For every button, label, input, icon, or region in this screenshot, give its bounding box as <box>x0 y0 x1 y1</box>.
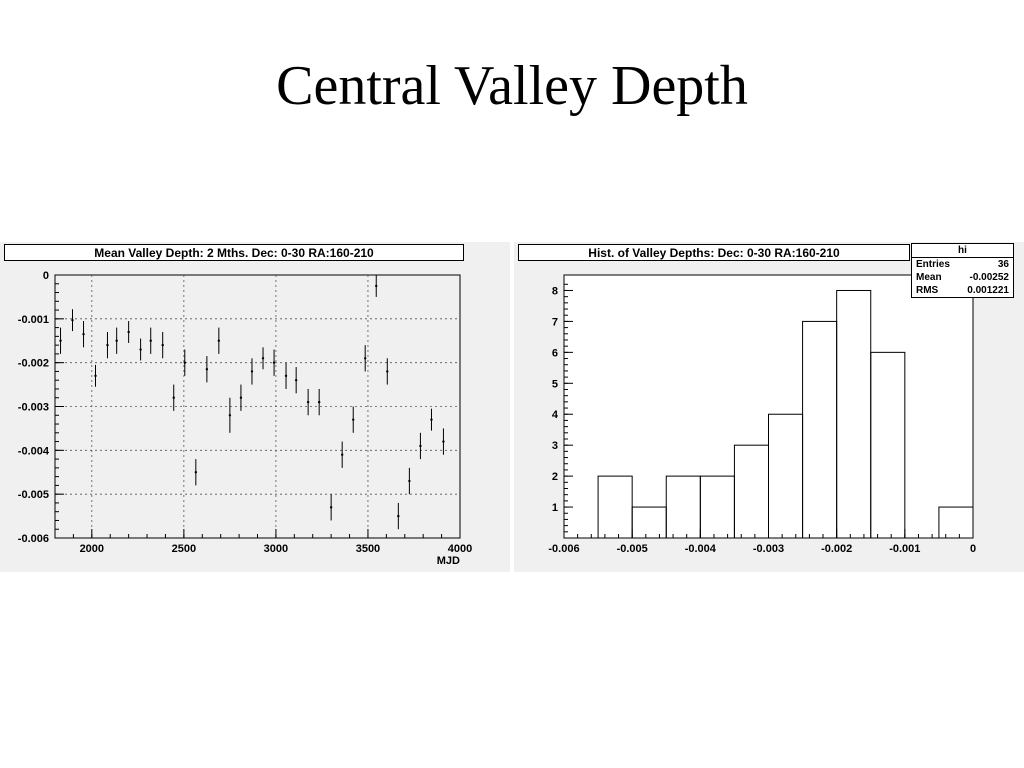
y-tick-label: -0.004 <box>18 445 50 457</box>
data-point <box>139 348 142 351</box>
histogram-title: Hist. of Valley Depths: Dec: 0-30 RA:160… <box>518 244 910 261</box>
x-tick-label: 2500 <box>172 543 196 555</box>
x-tick-label: -0.004 <box>685 543 717 555</box>
data-point <box>161 343 164 347</box>
data-point <box>239 396 243 399</box>
data-point <box>149 339 152 342</box>
x-tick-label: 0 <box>970 543 976 555</box>
y-tick-label: -0.003 <box>18 402 49 414</box>
slide-title: Central Valley Depth <box>276 55 748 117</box>
x-tick-label: -0.006 <box>548 543 579 555</box>
data-point <box>106 343 109 347</box>
data-point <box>375 284 378 288</box>
data-point <box>205 368 209 371</box>
x-tick-label: -0.002 <box>821 543 852 555</box>
stats-mean-row: Mean -0.00252 <box>912 271 1013 284</box>
stats-rms-value: 0.001221 <box>967 285 1009 296</box>
histogram-svg: -0.006 -0.005 -0.004 -0.003 -0.002 -0.001 0 1 2 3… <box>548 274 976 555</box>
stats-mean-value: -0.00252 <box>969 272 1009 283</box>
scatter-plot-canvas: 2000 2500 3000 3500 4000 0 -0.001 -0.002 -0.003 -… <box>0 242 510 572</box>
histogram-canvas: -0.006 -0.005 -0.004 -0.003 -0.002 -0.001 0 1 2 3… <box>514 242 1024 572</box>
x-tick-label: 4000 <box>448 543 472 555</box>
x-tick-label: 2000 <box>80 543 104 555</box>
data-point <box>71 318 74 322</box>
data-point <box>430 418 433 421</box>
data-point <box>59 339 62 342</box>
data-point <box>317 400 321 404</box>
stats-entries-label: Entries <box>916 259 950 270</box>
y-tick-label: -0.001 <box>18 314 49 326</box>
data-point <box>397 514 400 518</box>
data-point <box>261 357 265 360</box>
data-point <box>228 414 232 417</box>
data-point <box>82 332 85 336</box>
x-tick-label: -0.005 <box>617 543 648 555</box>
y-tick-label: 2 <box>552 471 558 483</box>
data-point <box>352 418 355 421</box>
x-tick-label: 3500 <box>356 543 380 555</box>
y-tick-label: 8 <box>552 285 558 297</box>
y-tick-label: 3 <box>552 440 558 452</box>
histogram-bin <box>938 506 974 539</box>
data-point <box>306 400 310 404</box>
x-tick-label: -0.001 <box>889 543 920 555</box>
data-point <box>386 370 389 373</box>
data-point <box>340 453 344 456</box>
data-point <box>194 471 198 474</box>
data-point <box>419 444 422 448</box>
stats-entries-value: 36 <box>997 259 1009 270</box>
data-point <box>94 374 97 378</box>
stats-rms-label: RMS <box>916 285 939 296</box>
scatter-plot-svg: 2000 2500 3000 3500 4000 0 -0.001 -0.002 -0.003 -… <box>18 270 472 567</box>
stats-mean-label: Mean <box>916 272 942 283</box>
data-point <box>329 506 333 509</box>
data-point <box>127 330 130 334</box>
x-tick-label: 3000 <box>264 543 288 555</box>
stats-name: hi <box>912 244 1013 258</box>
data-point <box>294 379 298 382</box>
stats-rms-row: RMS 0.001221 <box>912 284 1013 297</box>
y-tick-label: -0.002 <box>18 358 49 370</box>
y-tick-label: 0 <box>43 270 49 282</box>
histogram-bin <box>870 351 906 539</box>
y-tick-label: 5 <box>552 378 558 390</box>
y-tick-label: 4 <box>552 409 559 421</box>
scatter-plot-frame <box>54 274 461 539</box>
data-point <box>183 361 186 364</box>
stats-entries-row: Entries 36 <box>912 258 1013 271</box>
data-point <box>272 361 276 364</box>
data-point <box>408 479 411 483</box>
y-tick-label: 7 <box>552 316 558 328</box>
stats-box: hi Entries 36 Mean -0.00252 RMS 0.001221 <box>911 243 1014 298</box>
data-point <box>250 370 254 373</box>
y-tick-label: 1 <box>552 502 558 514</box>
data-point <box>217 339 221 342</box>
scatter-plot-title: Mean Valley Depth: 2 Mths. Dec: 0-30 RA:… <box>4 244 464 261</box>
data-point <box>115 339 118 342</box>
x-axis-label: MJD <box>437 555 460 567</box>
data-point <box>284 374 288 378</box>
data-point <box>172 396 175 399</box>
y-tick-label: -0.005 <box>18 489 49 501</box>
data-point <box>363 357 367 360</box>
x-tick-label: -0.003 <box>753 543 784 555</box>
data-point <box>442 440 445 443</box>
y-tick-label: 6 <box>552 347 558 359</box>
y-tick-label: -0.006 <box>18 533 49 545</box>
